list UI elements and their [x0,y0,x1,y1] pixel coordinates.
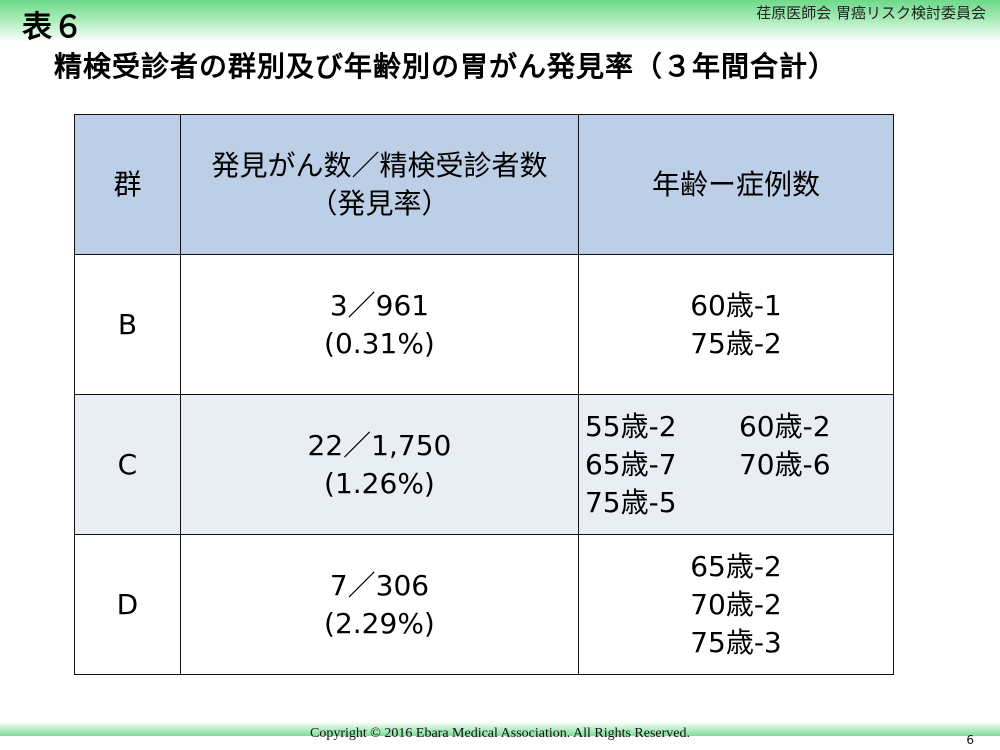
age-line: 75歳-5 [585,484,893,522]
footer-band [0,722,1000,736]
header-age: 年齢ー症例数 [577,114,895,255]
age-entry: 75歳-5 [584,485,677,519]
table-row: B 3／961 (0.31%) 60歳-1 75歳-2 [74,254,895,395]
copyright-notice: Copyright © 2016 Ebara Medical Associati… [309,726,691,741]
header-rate-line2: （発見率） [309,186,450,220]
header-rate-line1: 発見がん数／精検受診者数 [211,148,548,182]
age-entry: 70歳-6 [738,447,831,481]
rate-text: (0.31%) [324,326,435,360]
age-entry: 60歳-2 [738,409,831,443]
page-number: 6 [966,733,974,747]
age-entry: 65歳-7 [584,447,677,481]
table-header-row: 群 発見がん数／精検受診者数 （発見率） 年齢ー症例数 [74,114,895,255]
header-band [0,0,1000,42]
age-cell: 65歳-2 70歳-2 75歳-3 [577,534,895,675]
age-entry: 75歳-2 [690,326,782,360]
age-entry: 55歳-2 [584,409,677,443]
header-rate: 発見がん数／精検受診者数 （発見率） [179,114,579,255]
detection-rate-table: 群 発見がん数／精検受診者数 （発見率） 年齢ー症例数 B 3／961 (0.3… [74,114,895,675]
table-row: C 22／1,750 (1.26%) 55歳-2 60歳-2 65歳-7 70歳-6… [74,394,895,535]
group-cell: C [74,394,181,535]
group-cell: B [74,254,181,395]
age-line: 65歳-7 70歳-6 [585,446,893,484]
age-cell: 60歳-1 75歳-2 [577,254,895,395]
count-text: 7／306 [329,568,430,602]
count-text: 3／961 [329,288,430,322]
slide-title: 精検受診者の群別及び年齢別の胃がん発見率（３年間合計） [54,50,838,83]
rate-text: (1.26%) [324,466,435,500]
rate-cell: 3／961 (0.31%) [179,254,579,395]
age-entry: 65歳-2 [690,549,782,583]
header-group: 群 [74,114,181,255]
age-entry: 75歳-3 [690,625,782,659]
rate-cell: 22／1,750 (1.26%) [179,394,579,535]
count-text: 22／1,750 [307,428,452,462]
age-entry: 60歳-1 [690,288,782,322]
age-line: 55歳-2 60歳-2 [585,408,893,446]
organization-name: 荏原医師会 胃癌リスク検討委員会 [756,4,986,22]
slide-label: 表６ [22,10,84,45]
age-cell: 55歳-2 60歳-2 65歳-7 70歳-6 75歳-5 [577,394,895,535]
group-cell: D [74,534,181,675]
table-row: D 7／306 (2.29%) 65歳-2 70歳-2 75歳-3 [74,534,895,675]
age-entry: 70歳-2 [690,587,782,621]
rate-text: (2.29%) [324,606,435,640]
rate-cell: 7／306 (2.29%) [179,534,579,675]
